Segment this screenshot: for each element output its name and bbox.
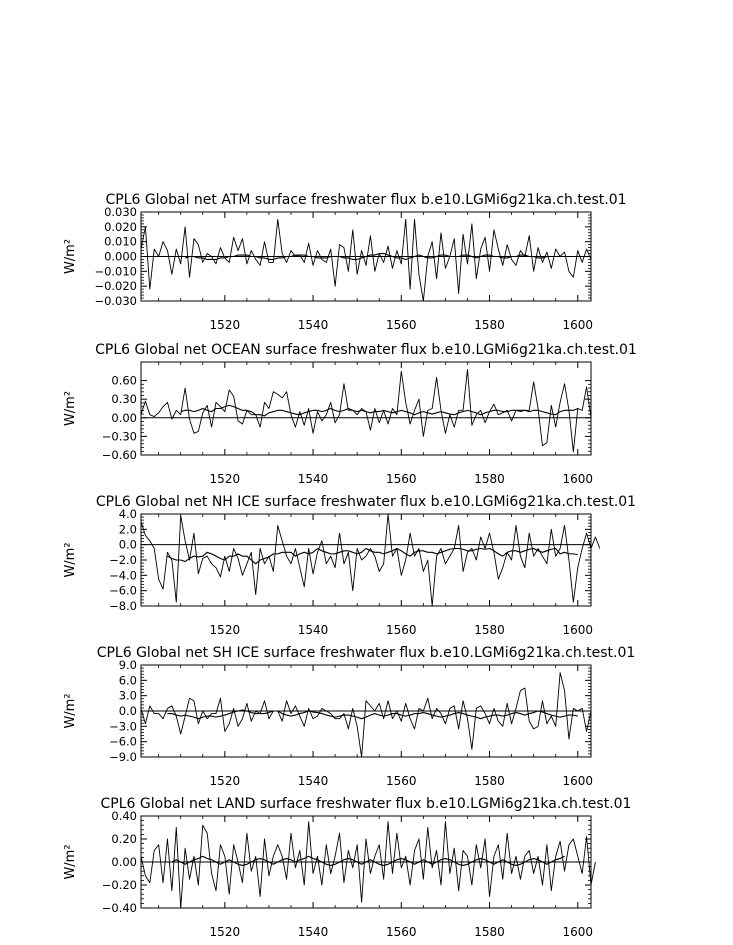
y-axis-label: W/m²: [63, 844, 78, 879]
panel-4: CPL6 Global net SH ICE surface freshwate…: [63, 645, 635, 788]
y-tick-label: 0.0: [119, 538, 137, 552]
y-tick-label: −9.0: [109, 750, 137, 764]
y-tick-label: −0.60: [102, 448, 137, 462]
y-axis-label: W/m²: [63, 542, 78, 577]
plot-frame: [140, 361, 592, 456]
y-tick-label: −6.0: [109, 584, 137, 598]
x-tick-label: 1540: [298, 774, 329, 788]
series-line-smoothed: [167, 855, 565, 866]
y-tick-label: 0.30: [111, 392, 137, 406]
y-tick-label: 0.40: [111, 809, 137, 823]
x-tick-label: 1580: [474, 774, 505, 788]
x-tick-label: 1520: [210, 472, 241, 486]
x-tick-label: 1580: [474, 623, 505, 637]
x-tick-label: 1560: [386, 774, 417, 788]
x-tick-label: 1580: [474, 472, 505, 486]
y-tick-label: −4.0: [109, 568, 137, 582]
x-tick-label: 1540: [298, 318, 329, 332]
x-tick-label: 1540: [298, 925, 329, 939]
panel-5: CPL6 Global net LAND surface freshwater …: [63, 796, 631, 939]
y-tick-label: 0.000: [104, 250, 137, 264]
series-line-annual: [140, 218, 592, 302]
x-tick-label: 1540: [298, 472, 329, 486]
y-tick-label: −6.0: [109, 735, 137, 749]
y-tick-label: 0.020: [104, 220, 137, 234]
y-tick-label: −0.030: [94, 294, 137, 308]
y-tick-label: 0.0: [119, 704, 137, 718]
x-tick-label: 1560: [386, 318, 417, 332]
x-tick-label: 1560: [386, 925, 417, 939]
x-tick-label: 1560: [386, 472, 417, 486]
y-tick-label: 4.0: [119, 507, 137, 521]
y-tick-label: 0.00: [111, 411, 137, 425]
series-line-annual: [140, 672, 592, 758]
chart-title: CPL6 Global net LAND surface freshwater …: [101, 796, 632, 812]
x-tick-label: 1580: [474, 318, 505, 332]
y-tick-label: 0.030: [104, 205, 137, 219]
x-tick-label: 1520: [210, 623, 241, 637]
panel-2: CPL6 Global net OCEAN surface freshwater…: [63, 342, 637, 486]
y-axis-label: W/m²: [63, 391, 78, 426]
y-tick-label: −0.020: [94, 279, 137, 293]
chart-title: CPL6 Global net NH ICE surface freshwate…: [96, 494, 636, 510]
x-tick-label: 1580: [474, 925, 505, 939]
y-tick-label: 6.0: [119, 673, 137, 687]
y-tick-label: 3.0: [119, 689, 137, 703]
x-tick-label: 1520: [210, 925, 241, 939]
series-line-smoothed: [180, 404, 578, 417]
chart-title: CPL6 Global net OCEAN surface freshwater…: [95, 342, 637, 358]
x-tick-label: 1540: [298, 623, 329, 637]
panel-1: CPL6 Global net ATM surface freshwater f…: [63, 192, 627, 332]
y-tick-label: 0.010: [104, 235, 137, 249]
y-tick-label: −2.0: [109, 553, 137, 567]
y-tick-label: 0.60: [111, 374, 137, 388]
y-tick-label: 0.20: [111, 832, 137, 846]
y-tick-label: 0.00: [111, 855, 137, 869]
y-tick-label: −3.0: [109, 719, 137, 733]
series-line-annual: [140, 821, 596, 909]
chart-title: CPL6 Global net SH ICE surface freshwate…: [97, 645, 636, 661]
y-tick-label: −0.20: [102, 878, 137, 892]
x-tick-label: 1560: [386, 623, 417, 637]
x-tick-label: 1600: [562, 472, 593, 486]
y-axis-label: W/m²: [63, 239, 78, 274]
series-line-smoothed: [184, 252, 548, 261]
x-tick-label: 1600: [562, 925, 593, 939]
y-tick-label: 9.0: [119, 658, 137, 672]
y-tick-label: −0.010: [94, 264, 137, 278]
y-tick-label: 2.0: [119, 522, 137, 536]
x-tick-label: 1520: [210, 774, 241, 788]
y-tick-label: −8.0: [109, 599, 137, 613]
y-tick-label: −0.40: [102, 901, 137, 915]
y-tick-label: −0.30: [102, 429, 137, 443]
x-tick-label: 1600: [562, 623, 593, 637]
x-tick-label: 1600: [562, 318, 593, 332]
x-tick-label: 1520: [210, 318, 241, 332]
y-axis-label: W/m²: [63, 693, 78, 728]
series-line-smoothed: [167, 547, 578, 565]
chart-title: CPL6 Global net ATM surface freshwater f…: [105, 192, 626, 208]
panel-3: CPL6 Global net NH ICE surface freshwate…: [63, 494, 636, 637]
series-line-annual: [140, 513, 601, 607]
x-tick-label: 1600: [562, 774, 593, 788]
plot-frame: [140, 513, 592, 607]
series-line-smoothed: [167, 709, 578, 720]
